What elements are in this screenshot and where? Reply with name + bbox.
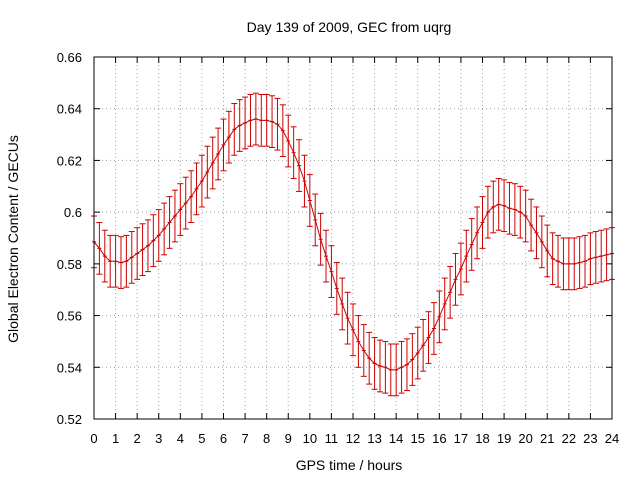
y-tick-label: 0.64 (57, 102, 82, 117)
x-tick-label: 0 (90, 431, 97, 446)
x-tick-label: 5 (198, 431, 205, 446)
y-tick-label: 0.58 (57, 257, 82, 272)
data-series (91, 92, 615, 397)
x-tick-label: 16 (432, 431, 446, 446)
x-tick-label: 13 (367, 431, 381, 446)
x-tick-label: 11 (325, 431, 339, 446)
y-tick-labels: 0.52 0.54 0.56 0.58 0.6 0.62 0.64 0.66 (57, 50, 82, 427)
y-tick-label: 0.62 (57, 153, 82, 168)
tick-marks (93, 56, 613, 420)
x-tick-label: 20 (518, 431, 532, 446)
y-tick-label: 0.6 (64, 205, 82, 220)
x-tick-label: 21 (540, 431, 554, 446)
x-tick-labels: 0 1 2 3 4 5 6 7 8 9 10 11 12 13 14 15 16 17 18 19 20 21 22 23 24 (90, 431, 619, 446)
x-tick-label: 15 (411, 431, 425, 446)
x-tick-label: 19 (497, 431, 511, 446)
y-axis-label: Global Electron Content / GECUs (5, 135, 21, 343)
x-tick-label: 17 (454, 431, 468, 446)
y-tick-label: 0.56 (57, 309, 82, 324)
x-tick-label: 1 (112, 431, 119, 446)
x-tick-label: 9 (285, 431, 292, 446)
x-tick-label: 23 (583, 431, 597, 446)
x-tick-label: 4 (177, 431, 184, 446)
x-tick-label: 18 (475, 431, 489, 446)
x-tick-label: 14 (389, 431, 403, 446)
x-tick-label: 6 (220, 431, 227, 446)
x-axis-label: GPS time / hours (296, 457, 403, 473)
y-tick-label: 0.52 (57, 412, 82, 427)
x-tick-label: 3 (155, 431, 162, 446)
plot-frame (93, 56, 613, 420)
x-tick-label: 7 (241, 431, 248, 446)
x-tick-label: 12 (346, 431, 360, 446)
x-tick-label: 24 (605, 431, 619, 446)
x-tick-label: 8 (263, 431, 270, 446)
grid (94, 57, 612, 419)
x-tick-label: 10 (303, 431, 317, 446)
x-tick-label: 22 (562, 431, 576, 446)
y-tick-label: 0.54 (57, 360, 82, 375)
x-tick-label: 2 (134, 431, 141, 446)
chart-title: Day 139 of 2009, GEC from uqrg (247, 19, 452, 35)
y-tick-label: 0.66 (57, 50, 82, 65)
